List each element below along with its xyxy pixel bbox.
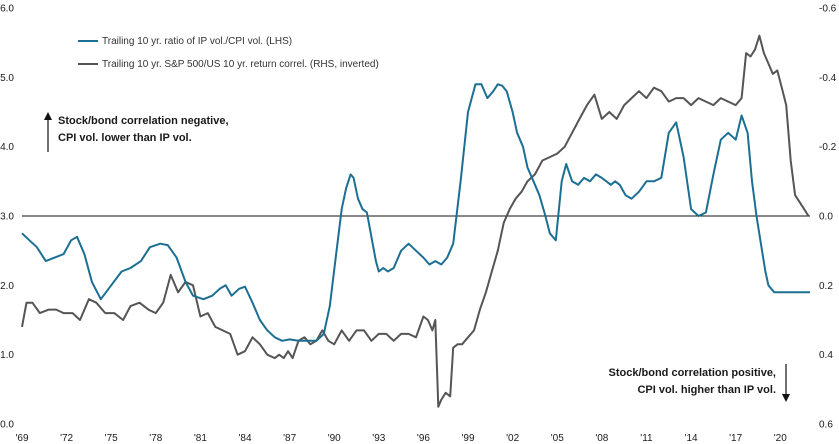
left-tick-label: 0.0 bbox=[0, 420, 14, 431]
left-tick-label: 1.0 bbox=[0, 350, 14, 361]
left-tick-label: 2.0 bbox=[0, 281, 14, 292]
right-tick-label: 0.4 bbox=[819, 350, 833, 361]
x-tick-label: '11 bbox=[640, 433, 653, 444]
annotation-negative-correlation: Stock/bond correlation negative, CPI vol… bbox=[44, 112, 229, 152]
x-tick-label: '08 bbox=[595, 433, 608, 444]
x-tick-label: '90 bbox=[328, 433, 341, 444]
x-tick-label: '14 bbox=[685, 433, 698, 444]
x-tick-label: '75 bbox=[105, 433, 118, 444]
left-axis-ticks: 0.0 1.0 2.0 3.0 4.0 5.0 6.0 bbox=[0, 4, 14, 431]
x-axis-ticks: '69 '72 '75 '78 '81 '84 '87 '90 '93 '96 '99 '02 '05 '… bbox=[15, 433, 787, 444]
up-arrow-icon bbox=[44, 112, 52, 120]
x-tick-label: '17 bbox=[729, 433, 742, 444]
x-tick-label: '87 bbox=[283, 433, 296, 444]
right-tick-label: -0.2 bbox=[819, 142, 837, 153]
annotation-positive-correlation: Stock/bond correlation positive, CPI vol… bbox=[609, 364, 790, 402]
x-tick-label: '02 bbox=[506, 433, 519, 444]
annotation-top-line-1: Stock/bond correlation negative, bbox=[58, 115, 229, 127]
left-tick-label: 3.0 bbox=[0, 212, 14, 223]
correlation-series-line bbox=[21, 34, 810, 408]
annotation-bottom-line-1: Stock/bond correlation positive, bbox=[609, 367, 776, 379]
right-axis-ticks: 0.6 0.4 0.2 0.0 -0.2 -0.4 -0.6 bbox=[819, 4, 837, 431]
x-tick-label: '99 bbox=[462, 433, 475, 444]
right-tick-label: -0.6 bbox=[819, 4, 837, 15]
x-tick-label: '20 bbox=[774, 433, 787, 444]
right-tick-label: -0.4 bbox=[819, 73, 837, 84]
x-tick-label: '69 bbox=[15, 433, 28, 444]
legend-label-correlation: Trailing 10 yr. S&P 500/US 10 yr. return… bbox=[102, 59, 379, 70]
annotation-top-line-2: CPI vol. lower than IP vol. bbox=[58, 132, 192, 144]
x-tick-label: '78 bbox=[149, 433, 162, 444]
right-tick-label: 0.0 bbox=[819, 212, 833, 223]
x-tick-label: '96 bbox=[417, 433, 430, 444]
x-tick-label: '81 bbox=[194, 433, 207, 444]
x-tick-label: '05 bbox=[551, 433, 564, 444]
left-tick-label: 4.0 bbox=[0, 142, 14, 153]
legend: Trailing 10 yr. ratio of IP vol./CPI vol… bbox=[78, 36, 379, 70]
legend-label-ratio: Trailing 10 yr. ratio of IP vol./CPI vol… bbox=[102, 36, 292, 47]
x-tick-label: '84 bbox=[238, 433, 251, 444]
down-arrow-icon bbox=[782, 394, 790, 402]
x-tick-label: '93 bbox=[372, 433, 385, 444]
x-tick-label: '72 bbox=[60, 433, 73, 444]
annotation-bottom-line-2: CPI vol. higher than IP vol. bbox=[637, 384, 776, 396]
right-tick-label: 0.6 bbox=[819, 420, 833, 431]
right-tick-label: 0.2 bbox=[819, 281, 833, 292]
left-tick-label: 5.0 bbox=[0, 73, 14, 84]
left-tick-label: 6.0 bbox=[0, 4, 14, 15]
ratio-series-line bbox=[21, 83, 810, 342]
